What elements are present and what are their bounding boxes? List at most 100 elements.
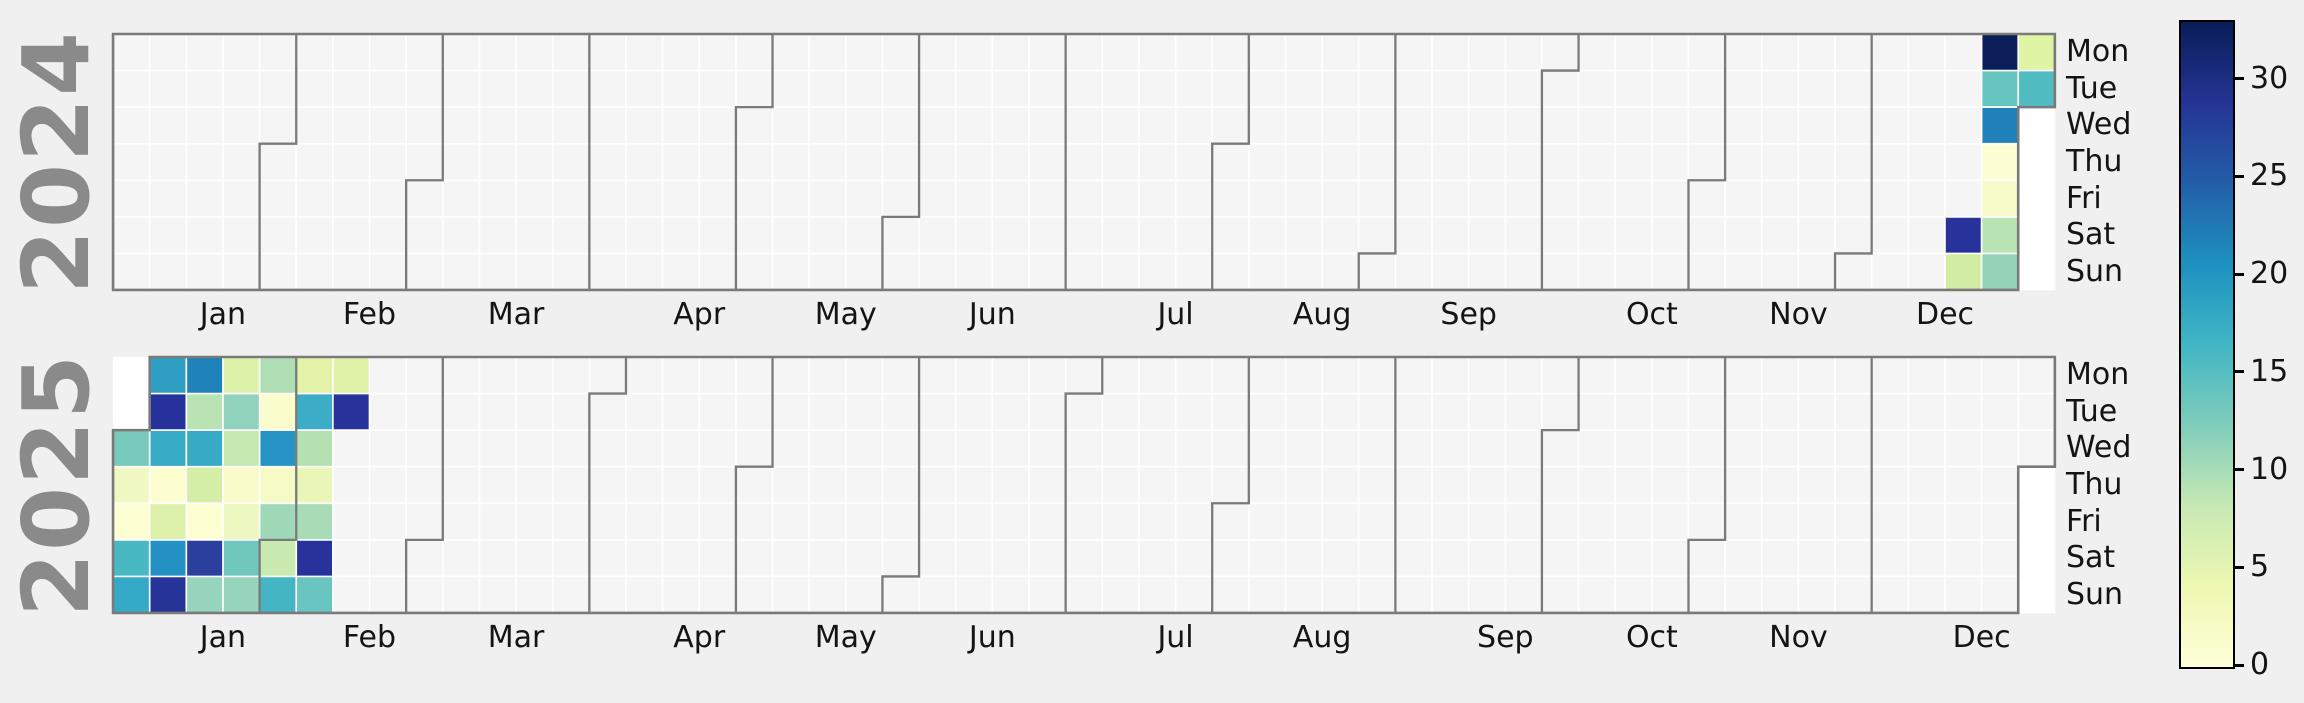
day-cell-empty bbox=[882, 70, 920, 108]
month-label-jan-2024: Jan bbox=[199, 296, 247, 332]
month-border-oct-2025 bbox=[1540, 356, 1580, 613]
month-label-nov-2025: Nov bbox=[1769, 619, 1828, 655]
day-cell-empty bbox=[1065, 253, 1103, 291]
day-cell-empty bbox=[1358, 539, 1396, 577]
day-cell-empty bbox=[1175, 393, 1213, 431]
day-cell-empty bbox=[1798, 253, 1836, 291]
day-cell-empty bbox=[1505, 107, 1543, 145]
day-cell-empty bbox=[1505, 539, 1543, 577]
day-cell-empty bbox=[1175, 253, 1213, 291]
day-cell-empty bbox=[1541, 33, 1579, 71]
day-cell-empty bbox=[772, 393, 810, 431]
day-cell-empty bbox=[1578, 70, 1616, 108]
day-cell-empty bbox=[1505, 466, 1543, 504]
month-border-jun-2024 bbox=[881, 33, 921, 290]
day-cell-empty bbox=[1322, 216, 1360, 254]
day-cell-empty bbox=[809, 430, 847, 468]
day-cell-empty bbox=[332, 70, 370, 108]
day-cell-2025-02-04: 2025-02-04: 17 bbox=[296, 393, 334, 431]
month-border-nov-2024 bbox=[1687, 33, 1727, 290]
day-cell-empty bbox=[882, 253, 920, 291]
day-cell-empty bbox=[1505, 503, 1543, 541]
day-cell-empty bbox=[919, 216, 957, 254]
month-border-oct-2024 bbox=[1540, 33, 1580, 290]
day-cell-empty bbox=[1798, 107, 1836, 145]
day-cell-empty bbox=[1944, 107, 1982, 145]
day-cell-empty bbox=[992, 466, 1030, 504]
day-cell-empty bbox=[1944, 393, 1982, 431]
day-cell-empty bbox=[735, 253, 773, 291]
month-label-feb-2024: Feb bbox=[342, 296, 397, 332]
day-cell-empty bbox=[625, 430, 664, 468]
day-cell-empty bbox=[735, 393, 773, 431]
day-cell-empty bbox=[149, 253, 187, 291]
day-cell-empty bbox=[1432, 393, 1470, 431]
day-cell-empty bbox=[845, 216, 883, 254]
day-cell-empty bbox=[1285, 216, 1323, 254]
colorbar bbox=[2179, 20, 2235, 669]
day-cell-empty bbox=[919, 503, 957, 541]
day-cell-empty bbox=[735, 70, 773, 108]
day-cell-empty bbox=[296, 180, 334, 218]
colorbar-ticklabel-25: 25 bbox=[2250, 158, 2289, 194]
day-cell-empty bbox=[1175, 466, 1213, 504]
day-cell-empty bbox=[589, 180, 627, 218]
day-cell-empty bbox=[1212, 576, 1250, 614]
day-cell-empty bbox=[186, 216, 224, 254]
day-cell-empty bbox=[1102, 430, 1140, 468]
day-cell-empty bbox=[1028, 180, 1067, 218]
day-cell-empty bbox=[882, 466, 920, 504]
day-cell-empty bbox=[1358, 356, 1396, 394]
day-cell-empty bbox=[1138, 576, 1176, 614]
day-cell-empty bbox=[1102, 539, 1140, 577]
day-cell-empty bbox=[479, 576, 517, 614]
day-cell-empty bbox=[1138, 70, 1176, 108]
day-cell-empty bbox=[699, 33, 737, 71]
day-cell-empty bbox=[1175, 70, 1213, 108]
day-label-thu-2025: Thu bbox=[2066, 466, 2123, 502]
day-cell-empty bbox=[332, 466, 370, 504]
day-cell-empty bbox=[442, 576, 480, 614]
day-cell-empty bbox=[1871, 33, 1909, 71]
day-cell-empty bbox=[1908, 216, 1946, 254]
day-cell-empty bbox=[1212, 430, 1250, 468]
day-cell-empty bbox=[1138, 393, 1176, 431]
month-border-aug-2024 bbox=[1211, 33, 1250, 290]
day-cell-empty bbox=[113, 253, 151, 291]
day-cell-empty bbox=[1065, 466, 1103, 504]
day-cell-empty bbox=[735, 539, 773, 577]
month-label-jul-2025: Jul bbox=[1157, 619, 1194, 655]
day-cell-empty bbox=[1541, 539, 1579, 577]
month-label-aug-2025: Aug bbox=[1292, 619, 1352, 655]
month-border-apr-2025 bbox=[588, 356, 628, 613]
day-cell-empty bbox=[1908, 576, 1946, 614]
day-cell-2025-01-01: 2025-01-01: 13 bbox=[113, 430, 151, 468]
day-cell-empty bbox=[1835, 539, 1873, 577]
month-label-dec-2024: Dec bbox=[1915, 296, 1975, 332]
day-cell-empty bbox=[369, 143, 407, 181]
day-cell-empty bbox=[442, 356, 480, 394]
day-cell-empty bbox=[662, 107, 700, 145]
day-cell-empty bbox=[1761, 539, 1799, 577]
day-cell-empty bbox=[1615, 539, 1653, 577]
day-cell-empty bbox=[992, 503, 1030, 541]
day-cell-empty bbox=[1871, 107, 1909, 145]
day-cell-empty bbox=[589, 70, 627, 108]
day-cell-2025-02-02: 2025-02-02: 16 bbox=[259, 576, 297, 614]
day-cell-empty bbox=[1688, 539, 1726, 577]
day-cell-empty bbox=[1285, 70, 1323, 108]
day-cell-empty bbox=[186, 180, 224, 218]
day-cell-empty bbox=[1358, 576, 1396, 614]
day-cell-empty bbox=[1175, 576, 1213, 614]
month-label-nov-2024: Nov bbox=[1769, 296, 1828, 332]
heatmap-2024: 2024-12-21: 292024-12-22: 6 2024-12-23: 3… bbox=[109, 30, 2059, 294]
day-cell-empty bbox=[919, 33, 957, 71]
day-cell-empty bbox=[332, 180, 370, 218]
day-cell-empty bbox=[1432, 107, 1470, 145]
day-cell-2025-01-15: 2025-01-15: 17 bbox=[186, 430, 224, 468]
day-cell-empty bbox=[1761, 180, 1799, 218]
day-cell-empty bbox=[1432, 430, 1470, 468]
day-cell-empty bbox=[1688, 356, 1726, 394]
day-label-thu-2024: Thu bbox=[2066, 143, 2123, 179]
day-cell-empty bbox=[1651, 216, 1689, 254]
